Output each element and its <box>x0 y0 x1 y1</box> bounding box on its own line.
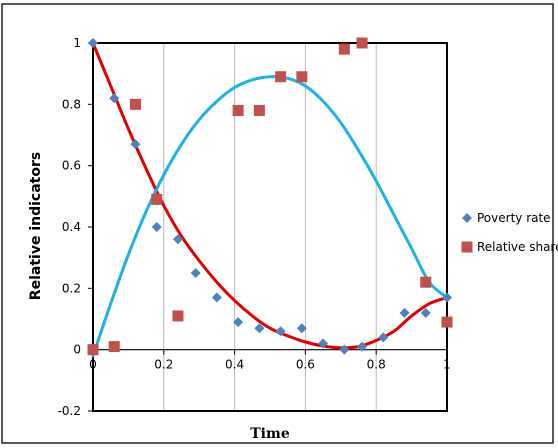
y-tick-label: 0.6 <box>62 159 81 173</box>
x-tick-label: 0.6 <box>296 358 315 372</box>
poverty-rate-point <box>109 93 120 104</box>
x-tick-label: 0.4 <box>225 358 244 372</box>
relative-share-point <box>441 316 453 328</box>
y-tick-label: -0.2 <box>58 404 81 418</box>
poverty-rate-point <box>296 323 307 334</box>
relative-share-point <box>253 104 265 116</box>
relative-share-point <box>420 276 432 288</box>
relative-share-point <box>129 98 141 110</box>
legend-poverty-rate-marker <box>462 213 472 223</box>
poverty-rate-point <box>211 292 222 303</box>
y-tick-label: 1 <box>73 36 81 50</box>
y-tick-label: 0.8 <box>62 97 81 111</box>
fit-line-1 <box>91 41 449 350</box>
poverty-rate-point <box>88 38 98 48</box>
poverty-rate-point <box>399 307 410 318</box>
relative-share-point <box>87 344 99 356</box>
poverty-rate-point <box>275 326 286 337</box>
y-axis-title: Relative indicators <box>28 152 44 300</box>
relative-share-point <box>172 310 184 322</box>
poverty-rate-point <box>318 338 329 349</box>
poverty-rate-point <box>420 307 431 318</box>
relative-share-point <box>275 71 287 83</box>
relative-share-point <box>108 341 120 353</box>
x-axis-title: Time <box>250 426 290 442</box>
poverty-rate-point <box>151 222 162 232</box>
relative-share-point <box>232 104 244 116</box>
poverty-rate-point <box>339 344 350 355</box>
poverty-rate-point <box>130 139 141 150</box>
x-tick-label: 0.8 <box>367 358 386 372</box>
relative-share-point <box>296 71 308 83</box>
poverty-rate-point <box>378 332 389 343</box>
relative-share-point <box>356 37 368 49</box>
poverty-rate-point <box>357 341 368 352</box>
x-tick-label: 0 <box>89 358 97 372</box>
legend-poverty-rate-label: Poverty rate <box>477 211 551 225</box>
y-tick-label: 0.2 <box>62 281 81 295</box>
legend-relative-share-label: Relative share <box>477 240 558 254</box>
chart-frame <box>1 3 554 444</box>
x-tick-label: 0.2 <box>154 358 173 372</box>
y-tick-label: 0.4 <box>62 220 81 234</box>
poverty-rate-point <box>190 268 201 278</box>
x-tick-label: 1 <box>443 358 451 372</box>
poverty-rate-point <box>172 234 183 245</box>
legend: Poverty rate Relative share <box>461 211 558 254</box>
poverty-rate-point <box>233 317 244 328</box>
y-tick-label: 0 <box>73 343 81 357</box>
poverty-rate-point <box>254 323 265 334</box>
poverty-rate-point <box>442 292 452 303</box>
relative-share-point <box>151 193 163 205</box>
relative-share-point <box>338 43 350 55</box>
legend-relative-share-marker <box>461 241 473 253</box>
tick-labels: 0 0.2 0.4 0.6 0.8 1 -0.2 0 0.2 0.4 0.6 0.8 1 <box>58 36 451 418</box>
data-points <box>87 37 453 356</box>
